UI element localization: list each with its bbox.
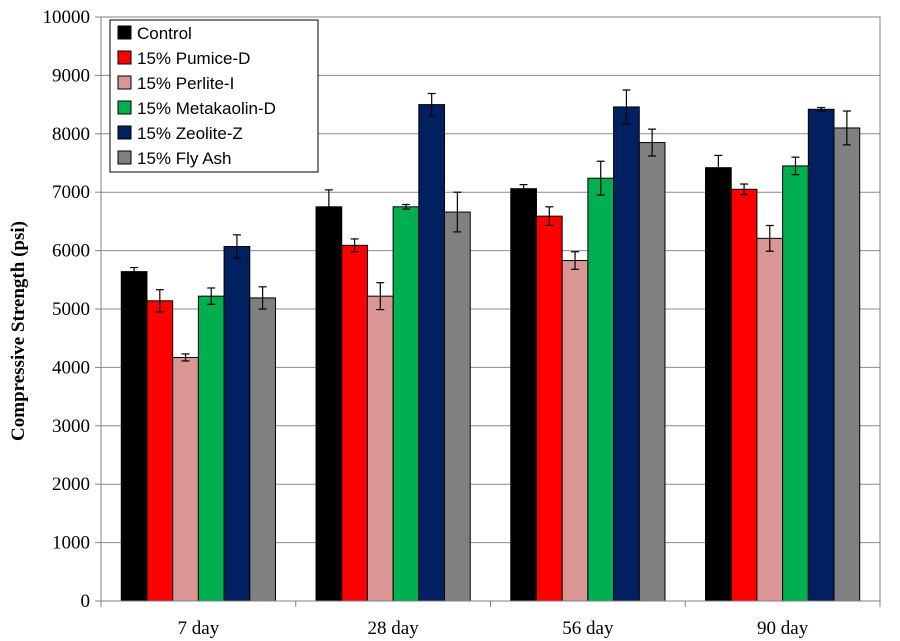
bar bbox=[510, 188, 537, 602]
bar bbox=[418, 104, 446, 602]
y-tick-labels: 0 1000 2000 3000 4000 5000 6000 7000 8000 9000 100… bbox=[43, 7, 91, 612]
bar bbox=[249, 297, 276, 602]
error-bars bbox=[130, 89, 851, 362]
x-tick-label: 56 day bbox=[562, 618, 614, 639]
bar bbox=[638, 142, 666, 602]
x-tick-label: 7 day bbox=[178, 618, 220, 639]
y-tick-label: 0 bbox=[81, 591, 91, 612]
bar bbox=[366, 295, 394, 602]
legend-label: 15% Pumice-D bbox=[137, 49, 250, 68]
bar bbox=[833, 127, 861, 602]
y-tick-label: 4000 bbox=[52, 357, 90, 378]
legend-swatch bbox=[117, 50, 132, 65]
bar bbox=[341, 244, 368, 602]
bar bbox=[535, 215, 563, 602]
legend-label: Control bbox=[137, 24, 192, 43]
legend-swatch bbox=[117, 100, 132, 115]
bar bbox=[807, 108, 835, 602]
bar bbox=[444, 211, 471, 602]
legend-box bbox=[109, 19, 319, 173]
y-tick-label: 7000 bbox=[52, 182, 90, 203]
x-tick-label: 90 day bbox=[757, 618, 809, 639]
x-tick-labels: 7 day 28 day 56 day 90 day bbox=[178, 618, 809, 639]
bar bbox=[172, 356, 199, 602]
legend: Control 15% Pumice-D 15% Perlite-I 15% Meta… bbox=[109, 19, 319, 173]
y-tick-label: 5000 bbox=[52, 299, 90, 320]
bars bbox=[120, 104, 861, 602]
y-tick-label: 1000 bbox=[52, 533, 90, 554]
bar bbox=[223, 246, 251, 602]
bar bbox=[146, 300, 174, 602]
bar bbox=[197, 295, 225, 602]
legend-swatch bbox=[117, 75, 132, 90]
y-tick-label: 9000 bbox=[52, 65, 90, 86]
axes bbox=[95, 16, 881, 607]
bar bbox=[561, 260, 589, 602]
legend-swatch bbox=[117, 125, 132, 140]
bar bbox=[120, 271, 148, 602]
bar bbox=[730, 188, 758, 602]
legend-label: 15% Perlite-I bbox=[137, 74, 234, 93]
y-tick-label: 2000 bbox=[52, 474, 90, 495]
bar bbox=[587, 177, 615, 602]
bar bbox=[315, 206, 343, 602]
legend-label: 15% Metakaolin-D bbox=[137, 99, 276, 118]
bar bbox=[782, 165, 809, 602]
legend-label: 15% Zeolite-Z bbox=[137, 124, 243, 143]
y-tick-label: 6000 bbox=[52, 241, 90, 262]
legend-swatch bbox=[117, 25, 132, 40]
y-tick-label: 8000 bbox=[52, 124, 90, 145]
y-tick-label: 3000 bbox=[52, 416, 90, 437]
bar bbox=[613, 106, 640, 602]
y-tick-label: 10000 bbox=[43, 7, 91, 28]
legend-label: 15% Fly Ash bbox=[137, 149, 232, 168]
bar bbox=[705, 167, 732, 602]
bar bbox=[392, 206, 420, 602]
bar bbox=[756, 237, 784, 602]
x-tick-label: 28 day bbox=[368, 618, 420, 639]
y-axis-title: Compressive Strength (psi) bbox=[8, 221, 29, 441]
legend-swatch bbox=[117, 150, 132, 165]
